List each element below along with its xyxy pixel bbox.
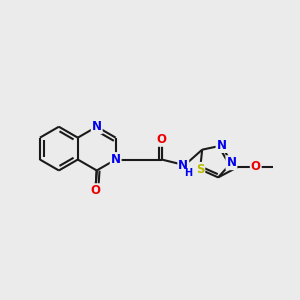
Text: O: O xyxy=(157,133,167,146)
Text: H: H xyxy=(184,168,192,178)
Text: N: N xyxy=(92,120,102,133)
Text: S: S xyxy=(196,163,204,176)
Text: N: N xyxy=(226,156,236,169)
Text: N: N xyxy=(217,139,226,152)
Text: O: O xyxy=(251,160,261,173)
Text: O: O xyxy=(90,184,100,197)
Text: N: N xyxy=(178,159,188,172)
Text: N: N xyxy=(111,153,121,166)
